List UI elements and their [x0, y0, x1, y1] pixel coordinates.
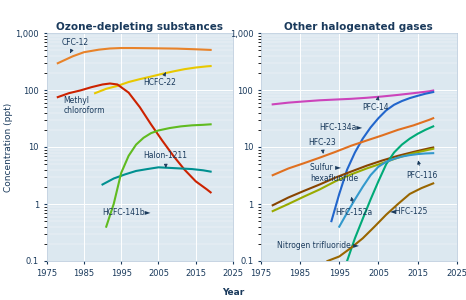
Text: Sulfur ►
hexafluoride: Sulfur ► hexafluoride [310, 163, 358, 183]
Text: Methyl
chloroform: Methyl chloroform [63, 95, 105, 115]
Text: HFC-134a►: HFC-134a► [320, 123, 363, 132]
Title: Ozone-depleting substances: Ozone-depleting substances [56, 22, 223, 32]
Text: PFC-14: PFC-14 [363, 97, 390, 112]
Text: Year: Year [222, 288, 244, 297]
Text: CFC-12: CFC-12 [62, 38, 89, 53]
Text: HCFC-141b►: HCFC-141b► [103, 208, 151, 217]
Text: HFC-23: HFC-23 [308, 138, 336, 153]
Text: HCFC-22: HCFC-22 [144, 73, 177, 87]
Text: PFC-116: PFC-116 [406, 161, 437, 180]
Y-axis label: Concentration (ppt): Concentration (ppt) [4, 102, 13, 192]
Text: Nitrogen trifluoride ►: Nitrogen trifluoride ► [277, 241, 359, 250]
Text: ◄HFC-125: ◄HFC-125 [390, 207, 429, 216]
Title: Other halogenated gases: Other halogenated gases [284, 22, 433, 32]
Text: HFC-152a: HFC-152a [336, 198, 373, 217]
Text: Halon-1211: Halon-1211 [144, 152, 187, 167]
